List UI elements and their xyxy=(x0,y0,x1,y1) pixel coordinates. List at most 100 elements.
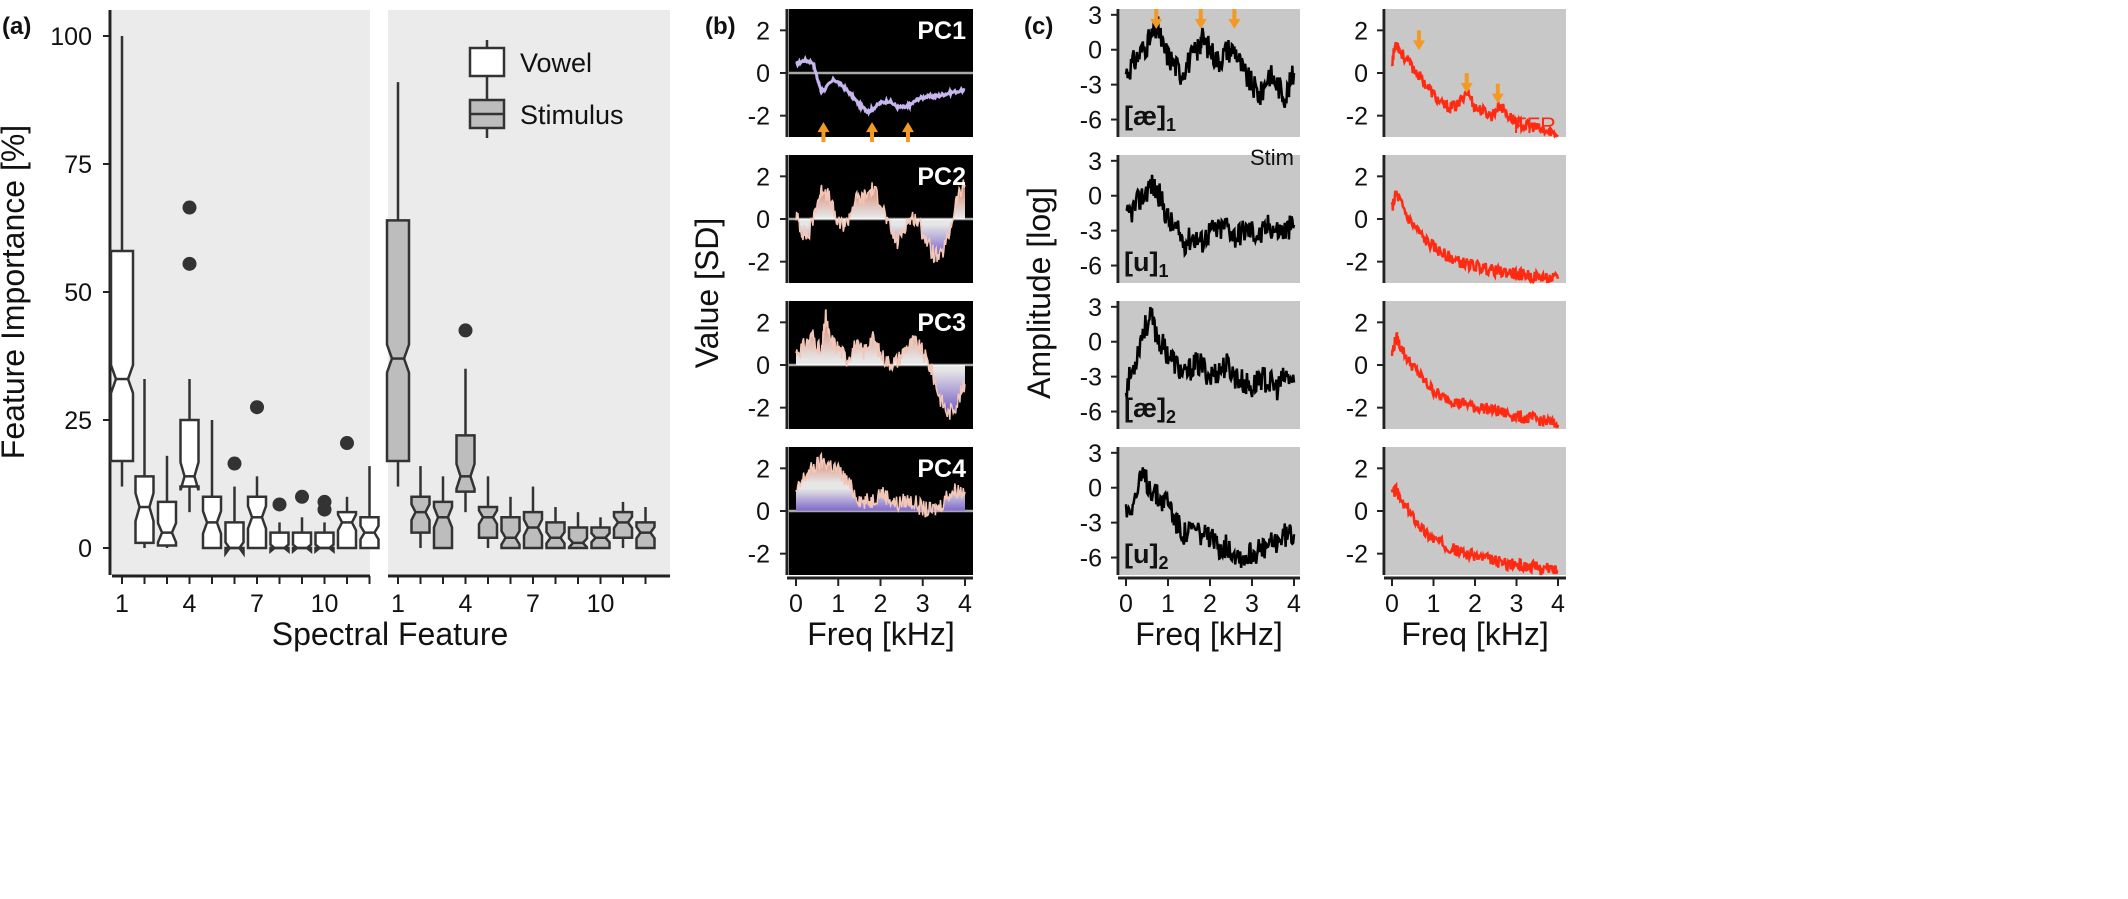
ffr-y-tick-label: 0 xyxy=(1354,206,1368,234)
box-stimulus-12 xyxy=(635,521,656,550)
ffr-y-tick-label: 2 xyxy=(1354,309,1368,337)
panel-b-x-tick-label: 1 xyxy=(831,590,845,618)
stim-spectrum-line xyxy=(1125,174,1296,259)
ffr-x-tick-label: 1 xyxy=(1427,590,1441,618)
stim-x-tick-label: 1 xyxy=(1161,590,1175,618)
pc-fill xyxy=(796,179,965,262)
panel-a-y-tick-label: 100 xyxy=(50,23,92,51)
ffr-spectrum-line xyxy=(1390,190,1560,285)
vowel-row-label-subscript: 1 xyxy=(1166,115,1176,135)
box-vowel-2 xyxy=(134,475,155,545)
ffr-x-tick-label: 0 xyxy=(1385,590,1399,618)
pc-line xyxy=(795,179,966,264)
stim-y-tick-label: 0 xyxy=(1088,329,1102,357)
panel-b-tag: (b) xyxy=(705,13,736,40)
vowel-row-label-subscript: 2 xyxy=(1158,553,1168,573)
ffr-spectrum-line xyxy=(1390,331,1560,429)
pc-y-tick-label: -2 xyxy=(748,249,770,277)
panel-a-x-tick-label: 1 xyxy=(115,590,129,618)
stim-y-tick-label: 0 xyxy=(1088,37,1102,65)
legend-key-vowel xyxy=(468,46,506,78)
arrow-marker xyxy=(1228,9,1241,29)
stim-y-tick-label: -6 xyxy=(1080,545,1102,573)
stim-y-tick-label: 3 xyxy=(1088,2,1102,30)
stim-y-tick-label: -3 xyxy=(1080,72,1102,100)
pc-label-pc2: PC2 xyxy=(917,163,966,191)
stim-y-tick-label: -3 xyxy=(1080,218,1102,246)
box-vowel-11 xyxy=(336,510,358,550)
pc-label-pc3: PC3 xyxy=(917,309,966,337)
ffr-x-tick-label: 3 xyxy=(1510,590,1524,618)
stim-y-tick-label: 3 xyxy=(1088,440,1102,468)
ffr-spectrum-line xyxy=(1390,481,1559,576)
pc-y-tick-label: -2 xyxy=(748,103,770,131)
arrow-marker xyxy=(817,122,830,143)
panel-a-x-axis-title: Spectral Feature xyxy=(272,616,509,652)
pc-y-tick-label: 0 xyxy=(756,60,770,88)
panel-a-y-axis-title: Feature Importance [%] xyxy=(0,125,31,459)
ffr-y-tick-label: -2 xyxy=(1346,103,1368,131)
ffr-spectrum-line xyxy=(1390,41,1559,139)
panel-a-tag: (a) xyxy=(2,13,31,40)
stim-y-tick-label: 3 xyxy=(1088,294,1102,322)
box-vowel-3 xyxy=(156,500,178,547)
vowel-row-label-subscript: 1 xyxy=(1158,261,1168,281)
outlier-point xyxy=(227,456,242,471)
arrow-marker xyxy=(1491,83,1504,104)
arrow-marker xyxy=(901,122,914,143)
stim-panel-bg xyxy=(1120,155,1300,283)
stim-x-tick-label: 3 xyxy=(1245,590,1259,618)
pc-y-tick-label: -2 xyxy=(748,395,770,423)
stim-panel-bg xyxy=(1120,301,1300,429)
box-vowel-9 xyxy=(291,531,313,555)
box-vowel-7 xyxy=(246,495,268,550)
box-vowel-6 xyxy=(224,521,245,558)
arrow-marker xyxy=(1412,30,1425,51)
box-vowel-4 xyxy=(179,418,200,491)
outlier-point xyxy=(250,400,264,415)
box-vowel-10 xyxy=(314,531,335,555)
pc-label-pc4: PC4 xyxy=(917,455,966,483)
stim-y-tick-label: -6 xyxy=(1080,107,1102,135)
box-stimulus-6 xyxy=(500,516,521,550)
ffr-y-tick-label: 0 xyxy=(1354,352,1368,380)
stim-spectrum-line xyxy=(1124,306,1296,401)
panel-c-y-axis-title: Amplitude [log] xyxy=(1021,187,1057,399)
ffr-y-tick-label: 0 xyxy=(1354,60,1368,88)
box-stimulus-1 xyxy=(385,219,411,463)
outlier-point xyxy=(317,494,332,509)
stim-y-tick-label: 0 xyxy=(1088,475,1102,503)
pc-y-tick-label: 2 xyxy=(756,163,770,191)
box-stimulus-9 xyxy=(567,526,589,550)
panel-a-x-tick-label: 4 xyxy=(459,590,473,618)
panel-a-x-tick-label: 10 xyxy=(311,590,339,618)
stim-x-tick-label: 2 xyxy=(1203,590,1217,618)
pc-line xyxy=(795,54,966,117)
box-vowel-8 xyxy=(269,531,290,555)
pc-y-tick-label: 2 xyxy=(756,309,770,337)
pc-line xyxy=(795,309,966,420)
ffr-x-axis-title: Freq [kHz] xyxy=(1401,616,1549,652)
legend-label-vowel: Vowel xyxy=(520,48,592,78)
stim-y-tick-label: -6 xyxy=(1080,253,1102,281)
stim-panel-bg xyxy=(1120,447,1300,575)
stim-x-tick-label: 0 xyxy=(1119,590,1133,618)
panel-b-x-axis-title: Freq [kHz] xyxy=(807,616,955,652)
vowel-row-label-subscript: 2 xyxy=(1166,407,1176,427)
outlier-point xyxy=(182,200,197,215)
panel-a-y-tick-label: 50 xyxy=(64,279,92,307)
panel-a-x-tick-label: 1 xyxy=(391,590,405,618)
ffr-label: FFR xyxy=(1513,113,1556,138)
outlier-point xyxy=(340,436,354,451)
ffr-y-tick-label: 0 xyxy=(1354,498,1368,526)
pc-line xyxy=(795,451,966,518)
panel-a-y-tick-label: 75 xyxy=(64,151,92,179)
ffr-y-tick-label: -2 xyxy=(1346,249,1368,277)
panel-b-x-tick-label: 3 xyxy=(916,590,930,618)
ffr-y-tick-label: 2 xyxy=(1354,163,1368,191)
box-stimulus-5 xyxy=(477,505,499,540)
ffr-y-tick-label: -2 xyxy=(1346,541,1368,569)
stim-y-tick-label: -3 xyxy=(1080,510,1102,538)
stim-x-tick-label: 4 xyxy=(1287,590,1301,618)
ffr-y-tick-label: -2 xyxy=(1346,395,1368,423)
